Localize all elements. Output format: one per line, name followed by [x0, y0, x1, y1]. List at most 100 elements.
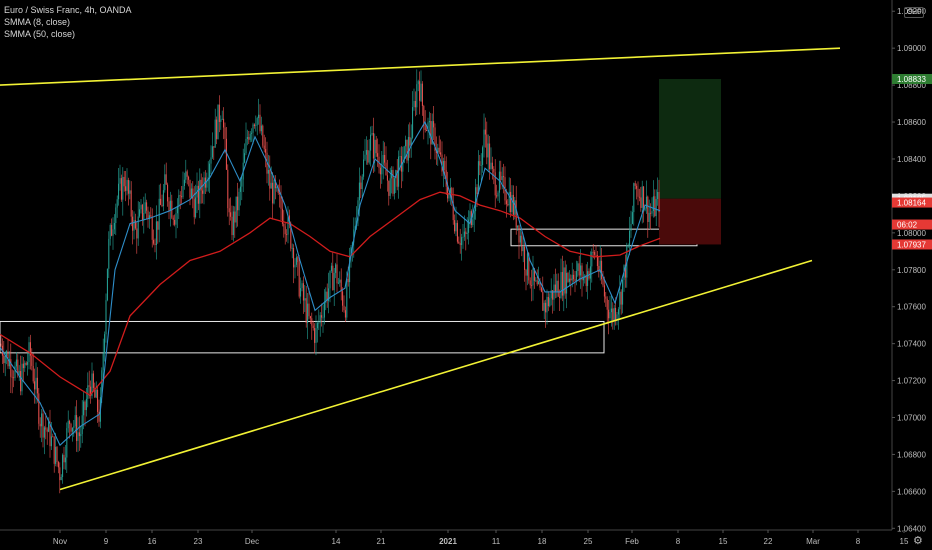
candle-body — [232, 211, 234, 236]
candle-body — [539, 281, 541, 288]
price-tag-3[interactable] — [892, 197, 932, 208]
candle-body — [56, 446, 58, 463]
candle-body — [496, 195, 498, 197]
candle-body — [126, 179, 128, 191]
position-profit-zone[interactable] — [659, 79, 721, 199]
candle-body — [431, 121, 433, 145]
candle-body — [85, 398, 87, 411]
candle-body — [178, 195, 180, 207]
candle-body — [231, 216, 233, 236]
candle-body — [559, 296, 561, 298]
candle-body — [424, 125, 426, 130]
gear-icon[interactable]: ⚙ — [913, 535, 923, 547]
candle-body — [174, 219, 176, 225]
candle-body — [655, 198, 657, 217]
candle-body — [360, 182, 362, 190]
candle-body — [634, 183, 636, 186]
candle-body — [269, 169, 271, 189]
currency-badge[interactable]: CHF — [904, 7, 925, 18]
candle-body — [350, 246, 352, 256]
candle-body — [31, 355, 33, 366]
candle-body — [570, 278, 572, 281]
candle-body — [3, 355, 5, 364]
candle-body — [308, 303, 310, 317]
candle-body — [314, 328, 316, 343]
candle-body — [295, 257, 297, 265]
candle-body — [200, 179, 202, 191]
price-axis[interactable]: 1.092001.090001.088001.086001.084001.082… — [891, 0, 932, 550]
candle-body — [113, 223, 115, 230]
candle-body — [29, 342, 31, 356]
candle-body — [428, 121, 430, 123]
candle-body — [304, 298, 306, 301]
candle-body — [518, 225, 520, 243]
candle-body — [512, 194, 514, 215]
candle-body — [592, 251, 594, 253]
candle-body — [214, 119, 216, 148]
lower-trendline[interactable] — [59, 259, 813, 491]
candle-body — [4, 355, 6, 364]
candle-body — [608, 309, 610, 319]
candle-body — [71, 427, 73, 432]
candle-body — [599, 260, 601, 272]
candle-body — [305, 298, 307, 324]
candle-body — [109, 224, 111, 239]
candle-body — [122, 176, 124, 200]
candle-body — [403, 146, 405, 163]
candle-body — [563, 267, 565, 296]
candle-body — [337, 282, 339, 284]
sma-fast-legend[interactable]: SMMA (8, close) — [4, 17, 71, 27]
candle-body — [484, 129, 486, 135]
candle-body — [620, 291, 622, 305]
candle-body — [479, 161, 481, 166]
symbol-title[interactable]: Euro / Swiss Franc, 4h, OANDA — [4, 5, 132, 15]
plot-background — [0, 0, 892, 530]
candle-body — [118, 183, 120, 200]
candle-body — [190, 188, 192, 198]
candle-body — [615, 307, 617, 320]
price-tag-5[interactable] — [892, 239, 932, 250]
candle-body — [160, 198, 162, 205]
candle-body — [353, 229, 355, 243]
candle-body — [524, 246, 526, 270]
candle-body — [501, 176, 503, 181]
candle-body — [631, 212, 633, 224]
price-tick-label: 1.08600 — [897, 118, 926, 127]
candle-body — [315, 328, 317, 343]
time-tick-label: 9 — [104, 537, 109, 546]
price-tag-1[interactable] — [892, 74, 932, 85]
candle-body — [651, 211, 653, 214]
candle-body — [34, 381, 36, 390]
candle-body — [251, 132, 253, 134]
candle-body — [36, 377, 38, 394]
price-tag-4[interactable] — [892, 219, 932, 230]
candle-body — [302, 283, 304, 301]
candle-body — [329, 270, 331, 289]
candle-body — [218, 104, 220, 122]
sma-slow-legend[interactable]: SMMA (50, close) — [4, 29, 76, 39]
candle-body — [613, 307, 615, 321]
position-loss-zone[interactable] — [659, 198, 721, 245]
long-position-tool[interactable] — [659, 79, 721, 245]
candle-body — [419, 81, 421, 101]
time-tick-label: 18 — [538, 537, 547, 546]
candle-body — [312, 325, 314, 329]
candle-body — [217, 104, 219, 140]
price-tick-label: 1.08800 — [897, 81, 926, 90]
candle-body — [540, 287, 542, 292]
zone-box-1[interactable] — [0, 320, 605, 354]
candle-body — [654, 196, 656, 217]
candle-body — [307, 303, 309, 324]
candle-body — [323, 302, 325, 318]
plot-area[interactable] — [0, 0, 892, 530]
candle-body — [60, 476, 62, 481]
upper-trendline[interactable] — [0, 47, 841, 86]
time-axis[interactable]: Nov 9 16 23 Dec 14 21 2021 11 18 25 Feb 8 15 22 Mar 8 15 — [0, 529, 909, 550]
candle-body — [533, 268, 535, 281]
candle-body — [459, 243, 461, 245]
candle-body — [503, 176, 505, 178]
candle-body — [392, 170, 394, 194]
candle-body — [472, 219, 474, 226]
trendlines[interactable] — [0, 47, 841, 491]
